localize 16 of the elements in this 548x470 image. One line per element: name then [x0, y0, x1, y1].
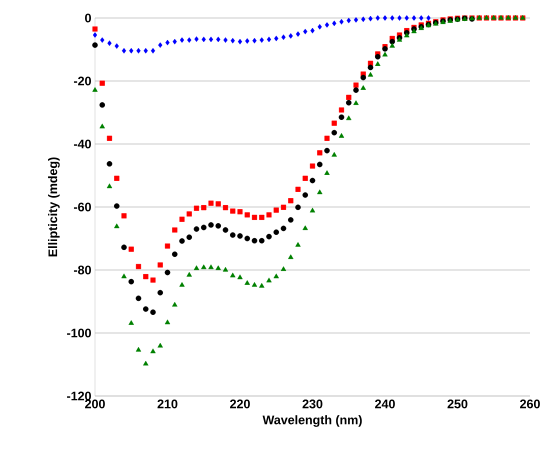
x-tick-label: 260 — [520, 400, 540, 408]
x-tick-label: 200 — [85, 400, 105, 408]
y-tick-label: -40 — [74, 140, 91, 148]
x-tick-label: 230 — [302, 400, 322, 408]
y-tick-label: -60 — [74, 202, 91, 212]
x-axis-title: Wavelength (nm) — [262, 415, 362, 427]
x-tick-label: 250 — [448, 400, 468, 408]
y-tick-label: -100 — [67, 328, 91, 338]
x-tick-label: 220 — [230, 400, 250, 408]
y-tick-label: -20 — [74, 76, 91, 86]
y-tick-label: 0 — [85, 14, 91, 22]
y-tick-label: -120 — [67, 392, 91, 400]
y-axis-title: Ellipticity (mdeg) — [48, 157, 60, 256]
y-tick-label: -80 — [74, 266, 91, 274]
x-tick-label: 210 — [158, 400, 178, 408]
x-tick-label: 240 — [375, 400, 395, 408]
